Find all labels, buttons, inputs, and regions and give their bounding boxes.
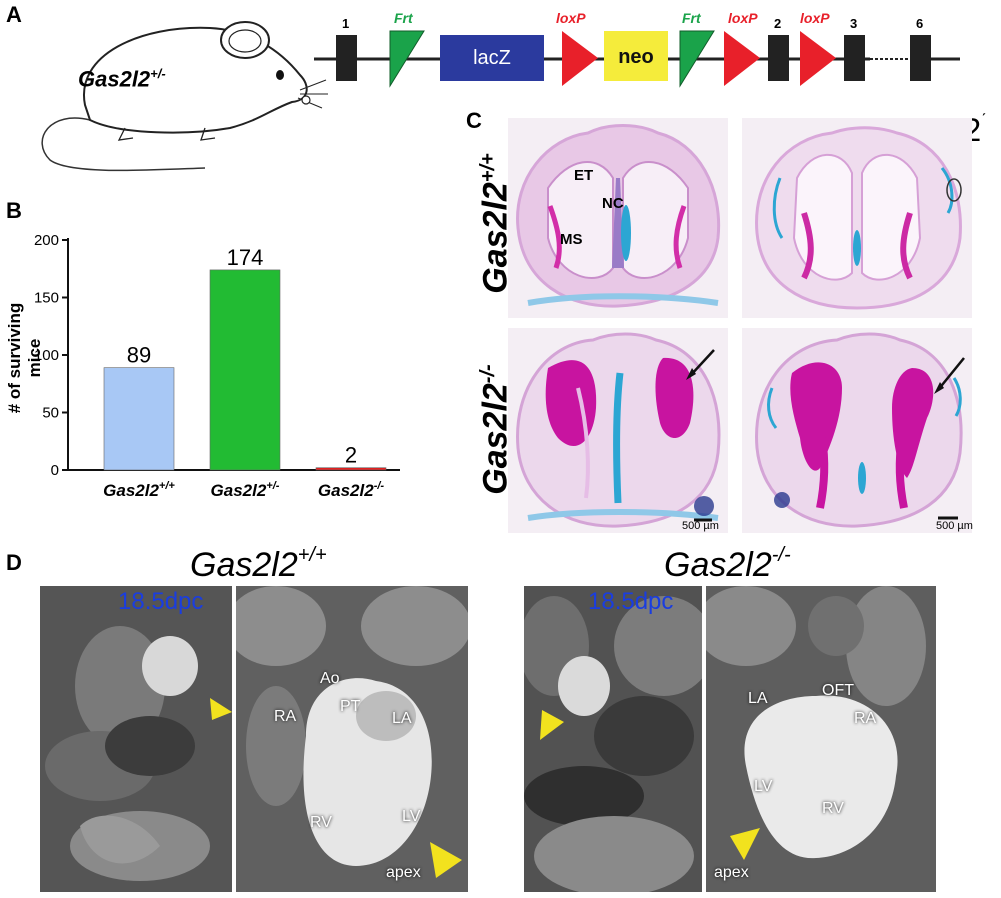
photo-ko-heart: LA OFT RA LV RV apex [706,586,936,892]
heart-title-knockout-sup: -/- [771,544,791,566]
photo-ko-thorax: 18.5dpc [524,586,702,892]
neo-label: neo [618,46,654,68]
loxp-label-2: loxP [728,10,758,26]
ko-label-ra: RA [854,710,877,727]
exon-2-label: 2 [774,16,781,31]
bar-value-label-2: 2 [345,443,357,468]
scale-bar-label-2: 500 µm [936,520,973,532]
heart-title-wildtype-sup: +/+ [297,544,327,566]
bar-2 [315,467,387,471]
histology-wt-p14: ET NC MS [508,118,728,318]
label-ms: MS [560,231,583,248]
stage-label-wt: 18.5dpc [118,588,204,615]
exon-1 [336,35,357,81]
wt-label-pt: PT [340,698,361,715]
loxp-site-3 [800,31,836,86]
lacz-cassette [440,35,544,81]
wt-label-apex: apex [386,864,421,881]
x-category-label-0: Gas2l2+/+ [103,480,175,500]
exon-6-label: 6 [916,16,923,31]
scale-bar-label-1: 500 µm [682,520,719,532]
ko-apex-arrowhead-2 [730,828,760,860]
panel-letter-a: A [6,2,22,27]
wt-label-rv: RV [310,814,332,831]
panel-letter-b: B [6,198,22,223]
photo-wt-thorax: 18.5dpc [40,586,232,892]
bar-1 [209,269,281,471]
histology-ko-p21 [742,328,972,533]
bar-value-label-1: 174 [227,245,264,270]
y-tick-label-4: 200 [34,232,59,249]
wt-label-la: LA [392,710,412,727]
ko-apex-arrowhead-1 [540,710,564,740]
y-tick-label-2: 100 [34,347,59,364]
heart-title-wildtype-base: Gas2l2 [190,546,298,584]
ko-label-lv: LV [754,778,773,795]
x-category-label-2: Gas2l2-/- [318,480,384,500]
ko-label-la: LA [748,690,768,707]
ko-label-rv: RV [822,800,844,817]
loxp-site-2 [724,31,760,86]
loxp-label-1: loxP [556,10,586,26]
frt-label-1: Frt [394,10,414,26]
wt-apex-arrowhead-2 [430,842,462,878]
gene-construct: 1 Frt lacZ loxP neo Frt loxP 2 loxP 3 6 [314,10,960,88]
bar-value-label-0: 89 [127,343,151,368]
wt-label-ao: Ao [320,670,340,687]
mouse-genotype-label: Gas2l2+/- [78,66,166,92]
exon-1-label: 1 [342,16,349,31]
exon-3 [844,35,865,81]
row-label-wildtype-sup: +/+ [477,153,500,183]
y-tick-label-0: 0 [51,462,59,479]
wt-label-lv: LV [402,808,421,825]
bar-0 [103,367,175,471]
mouse-label-base: Gas2l2 [78,66,151,92]
panel-letter-d: D [6,550,22,575]
ko-label-oft: OFT [822,682,854,699]
chart-y-axis-title: # of surviving mice [5,302,44,414]
y-tick-label-3: 150 [34,290,59,307]
ko-label-apex: apex [714,864,749,881]
wt-apex-arrowhead-1 [210,698,232,720]
wt-label-ra: RA [274,708,297,725]
x-category-label-1: Gas2l2+/- [211,480,280,500]
heart-title-wildtype: Gas2l2+/+ [190,544,327,585]
frt-site-1 [389,30,425,88]
row-label-knockout-sup: -/- [477,364,500,384]
exon-3-label: 3 [850,16,857,31]
loxp-site-1 [562,31,598,86]
y-tick-label-1: 50 [42,405,59,422]
survival-bar-chart: 0 50 100 150 200 89 Gas2l2+/+ 174 Gas2l2+/- 2 Gas2… [34,232,400,500]
loxp-label-3: loxP [800,10,830,26]
neo-cassette [604,31,668,81]
photo-wt-heart: Ao RA PT LA RV LV apex [236,586,468,892]
exon-2 [768,35,789,81]
histology-ko-p14 [508,328,728,533]
frt-label-2: Frt [682,10,702,26]
exon-6 [910,35,931,81]
heart-title-knockout-base: Gas2l2 [664,546,772,584]
mouse-illustration [41,21,328,172]
panel-letter-c: C [466,108,482,133]
label-et: ET [574,167,593,184]
frt-site-2 [679,30,715,88]
stage-label-ko: 18.5dpc [588,588,674,615]
lacz-label: lacZ [473,47,511,69]
mouse-label-sup: +/- [150,66,166,81]
heart-title-knockout: Gas2l2-/- [664,544,791,585]
histology-wt-p21 [742,118,972,318]
label-nc: NC [602,195,624,212]
